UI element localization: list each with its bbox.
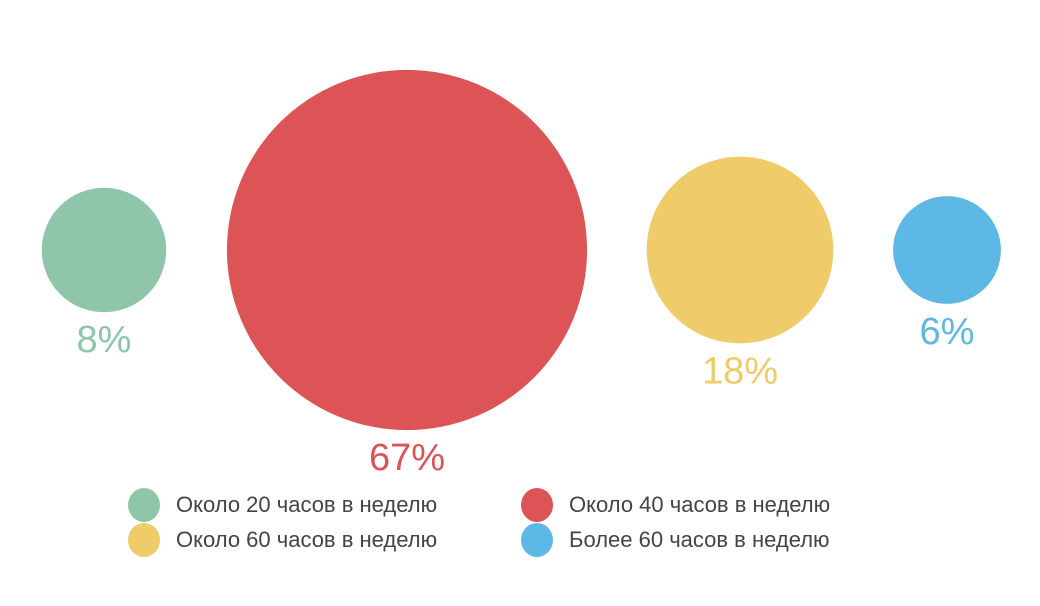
legend-item-20h: Около 20 часов в неделю <box>128 488 437 522</box>
bubble <box>646 156 834 344</box>
bubble <box>226 69 588 431</box>
data-label: 6% <box>920 311 975 353</box>
legend-label: Около 60 часов в неделю <box>176 527 438 552</box>
legend-swatch <box>128 488 160 522</box>
legend-swatch <box>521 488 553 522</box>
legend-label: Более 60 часов в неделю <box>569 527 830 552</box>
legend-item-over-60h: Более 60 часов в неделю <box>521 523 830 557</box>
legend-label: Около 40 часов в неделю <box>569 492 831 517</box>
bubble <box>41 187 167 313</box>
legend-label: Около 20 часов в неделю <box>176 492 438 517</box>
bubble <box>893 196 1001 304</box>
legend-swatch <box>521 523 553 557</box>
legend-item-60h: Около 60 часов в неделю <box>128 523 437 557</box>
data-label: 8% <box>77 319 132 361</box>
data-label: 67% <box>369 437 445 479</box>
data-label: 18% <box>702 350 778 392</box>
legend-item-40h: Около 40 часов в неделю <box>521 488 830 522</box>
legend-swatch <box>128 523 160 557</box>
